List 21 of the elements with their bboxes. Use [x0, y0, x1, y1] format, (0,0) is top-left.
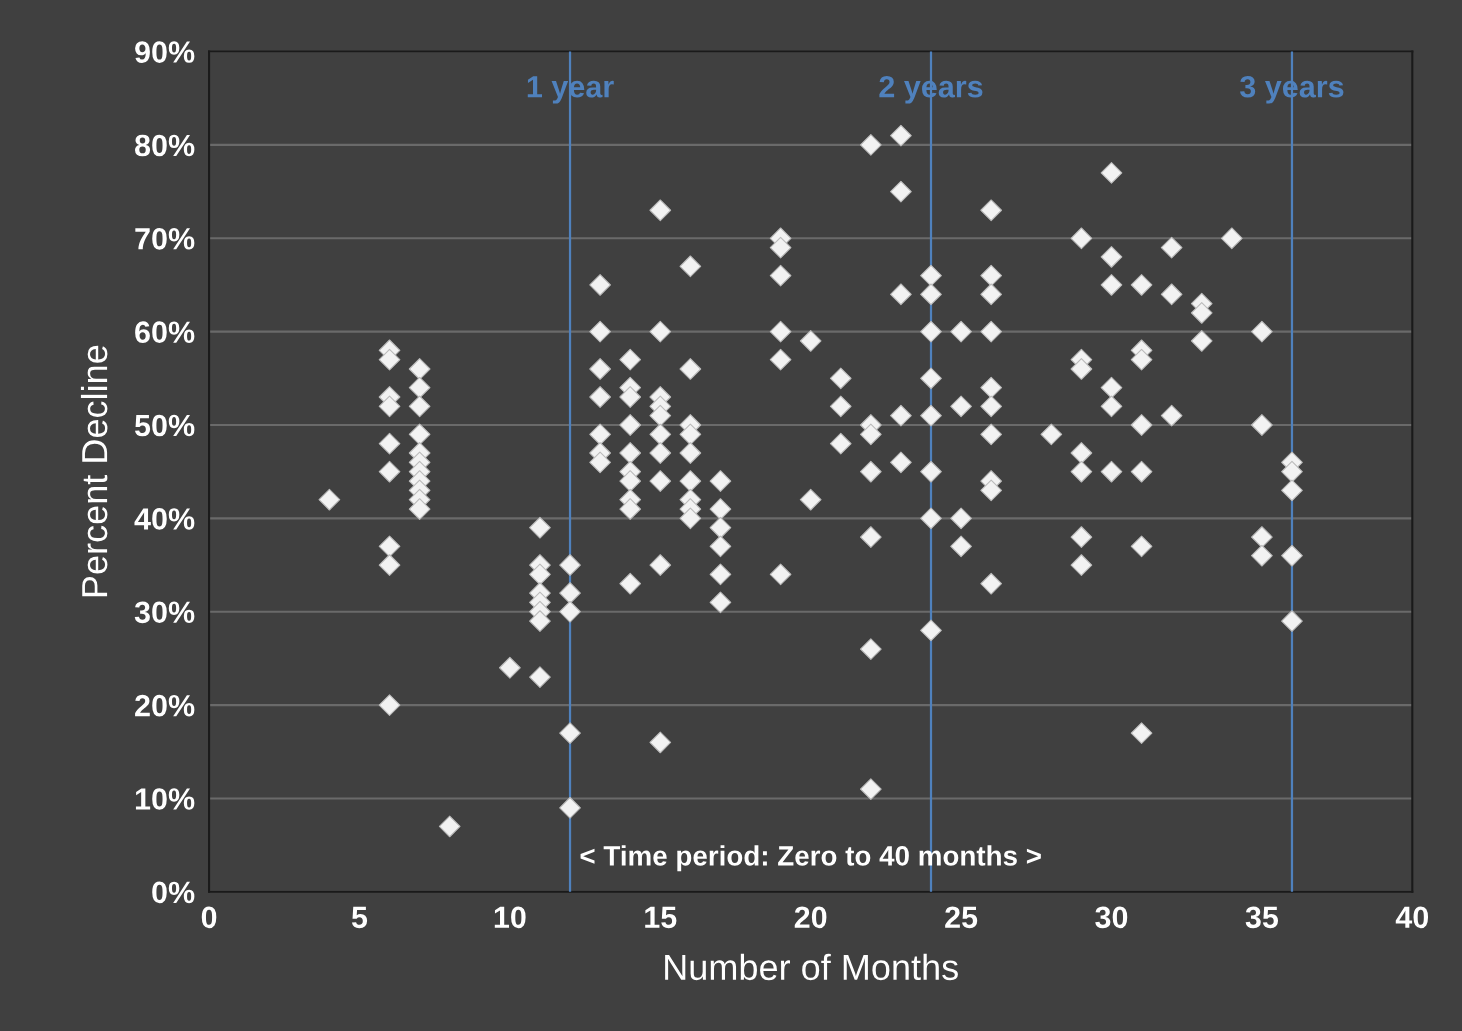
x-tick-label: 40 [1395, 906, 1429, 929]
y-tick-label: 80% [134, 134, 195, 157]
x-tick-label: 10 [494, 906, 526, 929]
y-tick-label: 90% [135, 41, 195, 63]
y-tick-label: 30% [134, 601, 195, 624]
y-tick-label: 40% [134, 508, 195, 530]
x-tick-label: 30 [1095, 906, 1128, 929]
x-tick-label: 20 [794, 906, 827, 929]
x-axis-title: Number of Months [665, 953, 958, 981]
y-axis-title: Percent Decline [80, 345, 108, 597]
x-tick-label: 15 [645, 906, 677, 929]
y-tick-label: 0% [152, 881, 195, 904]
x-tick-label: 5 [351, 906, 368, 929]
y-tick-label: 70% [135, 228, 195, 250]
x-tick-label: 35 [1245, 906, 1279, 929]
y-tick-label: 20% [135, 694, 195, 717]
x-tick-label: 0 [201, 906, 217, 929]
y-tick-label: 60% [135, 321, 195, 344]
y-tick-label: 50% [134, 414, 195, 437]
x-tick-label: 25 [945, 906, 978, 929]
y-tick-label: 10% [135, 788, 195, 810]
